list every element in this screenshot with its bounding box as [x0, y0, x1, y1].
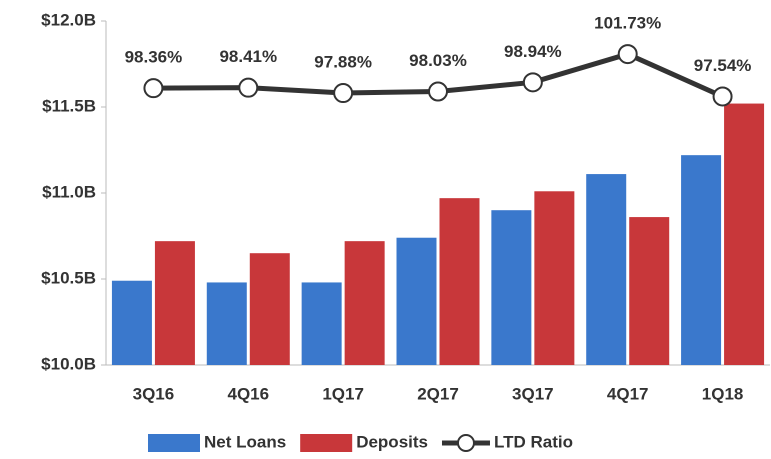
data-label: 97.88% [314, 53, 372, 72]
y-tick-label: $11.5B [42, 96, 96, 115]
data-label: 101.73% [594, 14, 661, 33]
x-tick-label: 4Q16 [227, 384, 269, 403]
x-tick-label: 4Q17 [607, 384, 649, 403]
x-tick-label: 1Q17 [322, 384, 364, 403]
x-tick-label: 1Q18 [702, 384, 744, 403]
bar [681, 155, 722, 365]
line-marker [428, 81, 448, 102]
x-tick-label: 3Q16 [133, 384, 175, 403]
legend-marker [456, 434, 475, 452]
bar [586, 174, 627, 365]
y-tick-label: $10.5B [41, 268, 96, 287]
legend-label: LTD Ratio [494, 432, 573, 451]
bar [301, 282, 342, 365]
data-label: 98.36% [125, 48, 183, 67]
bar [111, 280, 152, 365]
bar [724, 103, 765, 365]
x-tick-label: 2Q17 [417, 384, 459, 403]
bar [344, 241, 385, 365]
line-marker [522, 72, 543, 93]
bar [206, 282, 247, 365]
bar [439, 198, 480, 365]
data-label: 98.94% [504, 42, 562, 61]
data-label: 98.41% [219, 47, 277, 66]
bar [249, 253, 290, 365]
y-tick-label: $11.0B [42, 182, 96, 201]
x-tick-label: 3Q17 [512, 384, 554, 403]
bar [154, 241, 195, 365]
bar [396, 237, 437, 365]
y-tick-label: $10.0B [41, 354, 96, 373]
line-marker [712, 86, 733, 107]
data-label: 98.03% [409, 51, 467, 70]
line-marker [238, 77, 259, 98]
bar [491, 210, 532, 365]
data-label: 97.54% [694, 56, 752, 75]
bar [629, 217, 670, 365]
line-marker [143, 78, 164, 99]
legend-label: Deposits [356, 432, 428, 451]
legend-label: Net Loans [204, 432, 286, 451]
legend-swatch [148, 434, 200, 452]
line-marker [617, 44, 638, 65]
y-tick-label: $12.0B [41, 10, 96, 29]
bar [534, 191, 575, 365]
legend-swatch [300, 434, 353, 452]
line-marker [333, 83, 354, 104]
